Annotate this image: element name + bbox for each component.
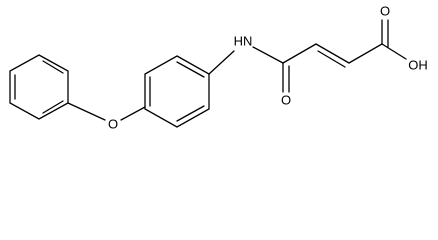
- phenyl-ring: [9, 54, 69, 120]
- atom-label: O: [281, 92, 291, 107]
- structure: O HN O O OH: [9, 3, 428, 131]
- bond: [315, 43, 350, 64]
- bond: [282, 43, 317, 64]
- bond: [208, 50, 235, 75]
- atom-label: O: [380, 3, 390, 18]
- bond: [381, 43, 407, 60]
- bond: [317, 50, 346, 68]
- atom-label: O: [108, 116, 118, 131]
- bond: [120, 106, 146, 121]
- atom-label: HN: [234, 33, 253, 48]
- atom-label: OH: [408, 57, 428, 72]
- bond: [252, 46, 284, 64]
- bond: [348, 43, 383, 64]
- phenylene-ring: [144, 55, 210, 128]
- bond: [67, 102, 106, 121]
